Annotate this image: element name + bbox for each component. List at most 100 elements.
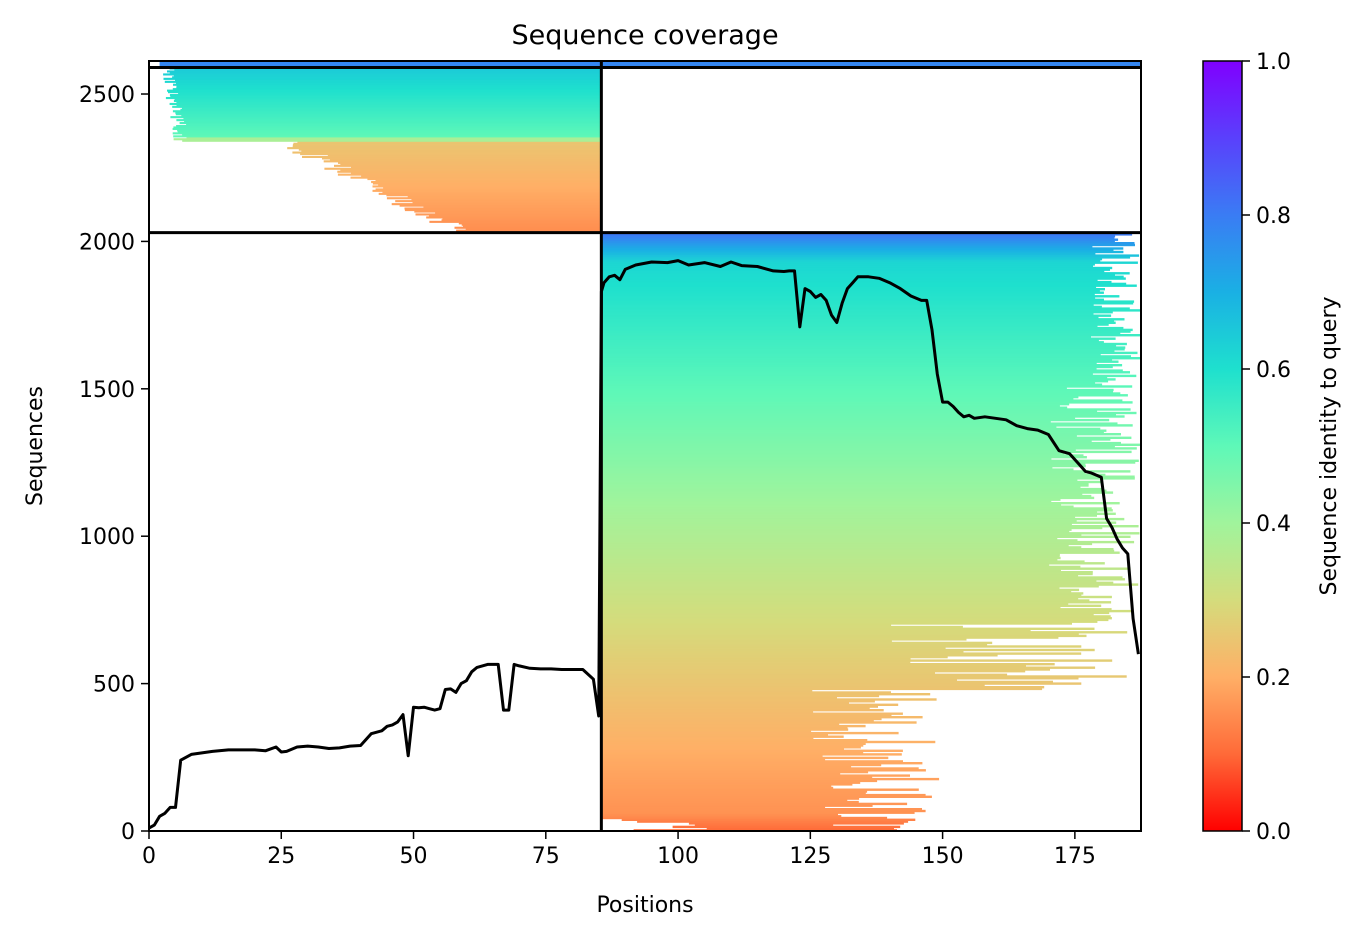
coverage-row — [301, 150, 602, 153]
coverage-row — [601, 314, 1112, 317]
coverage-row — [601, 654, 998, 657]
coverage-row — [694, 823, 834, 827]
coverage-row — [456, 229, 602, 232]
coverage-row — [340, 169, 602, 172]
coverage-row — [601, 468, 1074, 471]
coverage-row — [601, 312, 1094, 316]
coverage-row — [375, 179, 602, 182]
coverage-row — [184, 120, 602, 123]
coverage-row — [601, 737, 814, 740]
coverage-row — [601, 724, 866, 728]
coverage-row — [601, 514, 1097, 517]
coverage-row — [601, 655, 948, 659]
coverage-row — [601, 265, 1093, 268]
coverage-row — [601, 666, 1096, 669]
coverage-row — [601, 670, 1026, 673]
coverage-row — [601, 498, 1061, 501]
coverage-row — [601, 647, 946, 650]
coverage-row — [601, 806, 826, 809]
coverage-row — [601, 470, 1131, 473]
coverage-row — [324, 167, 602, 170]
coverage-row — [601, 673, 1008, 676]
coverage-row — [688, 822, 904, 825]
coverage-row — [601, 238, 1119, 241]
coverage-row — [601, 792, 866, 795]
x-tick-label: 0 — [142, 844, 156, 869]
coverage-row — [601, 606, 1061, 609]
colorbar-tick-label: 0.2 — [1256, 666, 1291, 691]
coverage-row — [601, 597, 1079, 600]
coverage-row — [601, 388, 1114, 392]
coverage-row — [601, 523, 1072, 526]
coverage-row — [601, 740, 936, 744]
coverage-row — [601, 516, 1076, 519]
coverage-row — [601, 769, 926, 772]
coverage-row — [601, 494, 1092, 498]
coverage-row — [601, 631, 1128, 634]
coverage-row — [601, 786, 834, 790]
coverage-row — [170, 95, 602, 98]
coverage-row — [601, 682, 1082, 685]
coverage-row — [601, 648, 1095, 652]
coverage-row — [429, 220, 602, 223]
coverage-row — [601, 604, 1102, 607]
coverage-row — [601, 342, 1127, 346]
coverage-row — [399, 204, 602, 207]
coverage-row — [338, 161, 602, 164]
coverage-row — [601, 723, 840, 726]
coverage-row — [601, 686, 1045, 689]
coverage-row — [601, 234, 1116, 238]
coverage-row — [601, 726, 848, 729]
y-axis-label: Sequences — [23, 386, 48, 506]
coverage-row — [173, 99, 602, 102]
coverage-row — [601, 634, 1087, 638]
coverage-row — [601, 571, 1093, 574]
coverage-row — [180, 108, 602, 111]
coverage-row — [378, 183, 602, 186]
coverage-row — [601, 585, 1099, 588]
colorbar-label: Sequence identity to query — [1317, 296, 1342, 595]
coverage-row — [601, 567, 1131, 570]
coverage-row — [601, 800, 859, 804]
coverage-row — [601, 295, 1120, 298]
coverage-row — [601, 371, 1130, 374]
coverage-row — [601, 424, 1133, 427]
coverage-row — [601, 525, 1139, 528]
coverage-row — [601, 532, 1140, 535]
coverage-row — [601, 663, 1055, 666]
coverage-row — [601, 510, 1098, 514]
colorbar-tick-label: 0.8 — [1256, 204, 1291, 229]
coverage-row — [601, 358, 1113, 362]
colorbar-tick-label: 0.4 — [1256, 512, 1291, 537]
coverage-row — [601, 431, 1104, 434]
coverage-row — [601, 675, 1127, 678]
coverage-row — [601, 777, 940, 781]
coverage-row — [601, 776, 873, 779]
coverage-row — [601, 553, 1060, 556]
colorbar — [1202, 60, 1243, 832]
coverage-row — [372, 182, 602, 185]
coverage-row — [601, 288, 1105, 291]
coverage-row — [337, 170, 602, 173]
coverage-row — [601, 714, 892, 717]
coverage-row — [601, 562, 1105, 565]
coverage-row — [601, 668, 1050, 671]
coverage-row — [175, 113, 602, 116]
coverage-row — [176, 101, 602, 104]
coverage-row — [601, 608, 1112, 611]
coverage-row — [601, 601, 1112, 604]
coverage-row — [601, 378, 1116, 381]
coverage-row — [601, 438, 1111, 441]
coverage-row — [601, 785, 832, 788]
coverage-row — [173, 138, 602, 141]
coverage-row — [182, 133, 602, 136]
coverage-line — [148, 259, 1140, 830]
coverage-row — [601, 622, 1072, 625]
coverage-row — [601, 659, 1113, 662]
coverage-row — [601, 479, 1078, 482]
coverage-row — [601, 788, 919, 791]
colorbar-tick-label: 0.0 — [1256, 820, 1291, 845]
coverage-row — [601, 753, 902, 756]
coverage-row — [601, 408, 1131, 411]
coverage-row — [601, 781, 861, 784]
